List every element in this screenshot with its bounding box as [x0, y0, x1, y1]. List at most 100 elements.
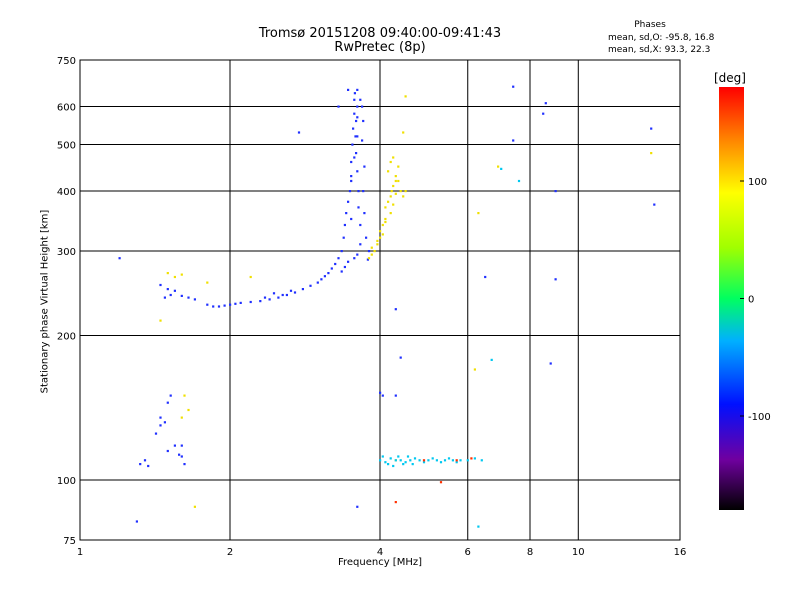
- data-point: [402, 463, 405, 466]
- data-point: [394, 394, 397, 397]
- y-tick-label: 400: [57, 187, 76, 198]
- data-point: [159, 283, 162, 287]
- data-point: [366, 258, 369, 261]
- chart-title: Tromsø 20151208 09:40:00-09:41:43: [258, 26, 502, 41]
- data-point: [359, 243, 362, 246]
- data-point: [367, 250, 371, 253]
- data-point: [229, 303, 232, 306]
- data-point: [327, 272, 330, 275]
- data-point: [159, 416, 162, 419]
- data-point: [361, 139, 364, 142]
- data-point: [159, 319, 162, 322]
- data-point: [347, 260, 350, 263]
- data-point: [542, 112, 545, 115]
- data-point: [169, 293, 172, 297]
- y-tick-label: 750: [57, 56, 76, 67]
- data-point: [459, 459, 462, 462]
- chart-subtitle: RwPretec (8p): [334, 40, 426, 55]
- data-point: [512, 139, 515, 142]
- data-point: [356, 116, 359, 119]
- data-point: [390, 190, 393, 193]
- data-point: [347, 88, 350, 91]
- data-point: [359, 223, 362, 227]
- data-point: [363, 165, 366, 168]
- data-point: [347, 200, 350, 203]
- data-point: [239, 301, 242, 304]
- data-point: [249, 275, 252, 279]
- x-tick-label: 4: [377, 547, 383, 558]
- data-point: [381, 455, 384, 458]
- data-point: [340, 250, 343, 253]
- data-point: [143, 459, 147, 462]
- data-point: [180, 294, 183, 297]
- data-point: [362, 119, 365, 123]
- data-point: [180, 455, 183, 458]
- data-point: [139, 463, 142, 466]
- x-tick-label: 10: [572, 547, 585, 558]
- data-point: [418, 459, 421, 462]
- data-point: [351, 143, 354, 146]
- data-point: [422, 459, 426, 462]
- data-point: [381, 233, 384, 236]
- data-point: [330, 267, 333, 270]
- data-point: [320, 278, 323, 281]
- data-point: [397, 179, 400, 183]
- data-point: [163, 296, 166, 299]
- data-point: [431, 457, 434, 460]
- data-point: [473, 457, 476, 460]
- data-point: [334, 262, 337, 266]
- data-point: [154, 432, 158, 435]
- data-point: [394, 175, 397, 178]
- data-point: [389, 212, 392, 215]
- colorbar-tick-label: 100: [748, 177, 767, 188]
- data-point: [473, 368, 476, 371]
- data-point: [397, 165, 400, 168]
- data-point: [163, 421, 166, 424]
- data-point: [384, 220, 387, 224]
- data-point: [169, 394, 172, 397]
- data-point: [166, 288, 169, 291]
- data-point: [554, 190, 557, 193]
- data-point: [392, 156, 395, 159]
- data-point: [477, 525, 480, 528]
- colorbar-tick-label: 0: [748, 295, 754, 306]
- data-point: [356, 88, 359, 91]
- data-point: [118, 257, 121, 260]
- data-point: [497, 165, 500, 168]
- data-point: [356, 135, 359, 138]
- x-tick-label: 1: [77, 547, 83, 558]
- data-point: [356, 253, 359, 256]
- data-point: [477, 212, 480, 215]
- x-tick-label: 16: [674, 547, 687, 558]
- data-point: [180, 444, 183, 447]
- colorbar-tick-label: -100: [748, 412, 771, 423]
- data-point: [455, 459, 458, 462]
- data-point: [187, 296, 190, 299]
- data-point: [353, 156, 356, 159]
- data-point: [384, 461, 387, 464]
- data-point: [404, 461, 407, 464]
- data-point: [387, 463, 390, 466]
- phases-legend-o-line: mean, sd,O: -95.8, 16.8: [608, 33, 715, 43]
- data-point: [359, 98, 362, 101]
- data-point: [355, 119, 358, 123]
- data-point: [389, 457, 392, 460]
- data-point: [447, 457, 451, 460]
- data-point: [367, 257, 371, 260]
- data-point: [259, 300, 262, 303]
- phases-legend-title: Phases: [634, 20, 666, 30]
- data-point: [381, 223, 384, 227]
- data-point: [376, 239, 379, 242]
- data-point: [180, 416, 183, 419]
- data-point: [353, 98, 356, 101]
- data-point: [517, 179, 521, 183]
- data-point: [384, 217, 387, 221]
- data-point: [650, 127, 653, 130]
- data-point: [263, 296, 267, 299]
- data-point: [297, 131, 301, 134]
- data-point: [354, 135, 357, 138]
- data-point: [343, 265, 346, 269]
- data-point: [357, 190, 360, 193]
- data-point: [379, 391, 382, 394]
